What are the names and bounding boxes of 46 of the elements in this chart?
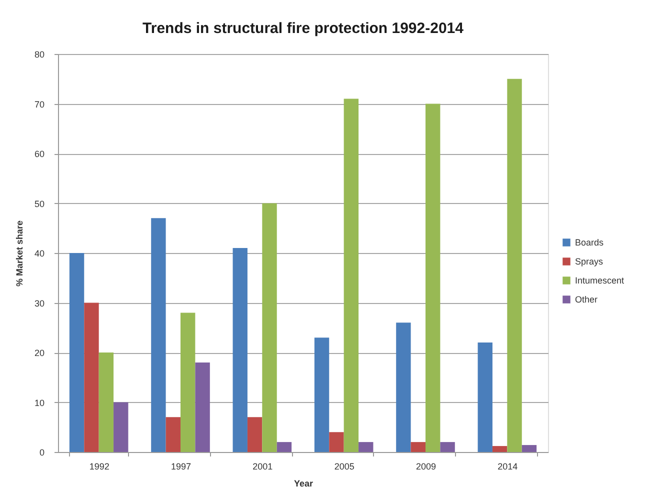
chart-title: Trends in structural fire protection 1992-2014 <box>142 20 464 37</box>
x-tick-label: 2009 <box>416 462 436 472</box>
bar <box>247 417 262 452</box>
bar <box>358 442 374 452</box>
y-tick-label: 0 <box>39 448 44 458</box>
bar <box>69 253 84 452</box>
bar <box>262 203 277 452</box>
bar <box>344 98 359 452</box>
x-tick-label: 2014 <box>498 462 518 472</box>
bar <box>440 442 455 452</box>
bar <box>166 417 180 452</box>
bar <box>314 338 330 452</box>
y-tick-label: 60 <box>34 149 44 159</box>
y-tick-label: 10 <box>34 398 44 408</box>
bar <box>478 342 492 452</box>
x-tick-label: 1997 <box>170 462 192 472</box>
y-tick-label: 80 <box>34 50 44 60</box>
bar <box>522 445 537 452</box>
bar <box>492 446 508 452</box>
bar <box>98 352 114 452</box>
bar <box>410 442 426 452</box>
y-tick-label: 50 <box>34 198 44 209</box>
bar <box>84 302 99 452</box>
x-axis-title: Year <box>294 478 314 488</box>
bar <box>329 432 344 452</box>
legend-label: Sprays <box>575 256 604 266</box>
bar <box>507 78 522 452</box>
bar <box>180 312 196 452</box>
legend-label: Boards <box>575 238 604 248</box>
y-tick-label: 30 <box>34 298 44 308</box>
bar <box>426 104 440 452</box>
legend-label: Intumescent <box>575 276 625 286</box>
bar <box>114 402 128 452</box>
bar <box>151 218 166 452</box>
bar <box>276 442 292 452</box>
x-tick-label: 2005 <box>334 462 354 472</box>
y-axis-title: % Market share <box>14 220 24 287</box>
bar <box>396 322 411 452</box>
bar <box>232 248 248 452</box>
x-tick-label: 1992 <box>89 462 110 472</box>
bar <box>195 362 210 452</box>
legend-label: Other <box>575 294 598 304</box>
y-tick-label: 70 <box>34 99 44 110</box>
y-tick-label: 20 <box>34 348 44 358</box>
x-tick-label: 2001 <box>252 462 273 472</box>
y-tick-label: 40 <box>34 248 44 258</box>
